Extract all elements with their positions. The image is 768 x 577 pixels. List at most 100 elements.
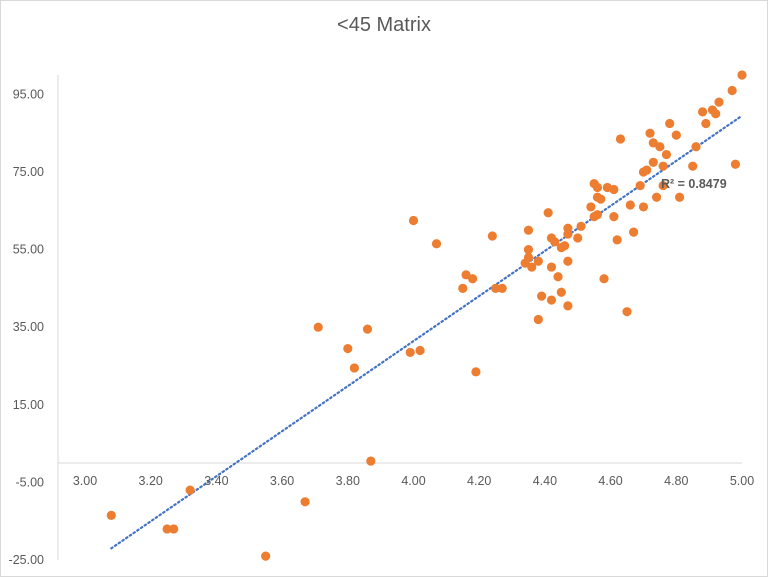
data-point bbox=[491, 283, 501, 293]
data-point bbox=[546, 262, 557, 272]
data-point bbox=[349, 363, 359, 373]
x-tick-label: 4.00 bbox=[401, 474, 425, 488]
data-point bbox=[737, 70, 747, 80]
y-tick-label: -25.00 bbox=[9, 553, 44, 567]
x-tick-label: 4.80 bbox=[664, 474, 688, 488]
trendline bbox=[110, 114, 744, 550]
data-point bbox=[533, 256, 543, 266]
data-point bbox=[300, 497, 310, 507]
data-point bbox=[106, 510, 116, 520]
data-point bbox=[592, 182, 603, 193]
data-point bbox=[162, 524, 172, 534]
labels-layer: -25.00 -5.00 15.00 35.00 55.00 75.00 95.00 3.00… bbox=[9, 87, 755, 567]
x-tick-label: 5.00 bbox=[730, 474, 754, 488]
data-point bbox=[609, 212, 619, 222]
data-point bbox=[563, 229, 573, 239]
data-point bbox=[553, 272, 563, 282]
x-tick-label: 4.60 bbox=[598, 474, 622, 488]
x-tick-label: 4.40 bbox=[533, 474, 557, 488]
data-point bbox=[169, 524, 179, 534]
data-point bbox=[615, 134, 626, 144]
data-point bbox=[563, 301, 573, 311]
data-point bbox=[527, 262, 537, 272]
y-tick-label: -5.00 bbox=[16, 475, 45, 489]
axes-layer bbox=[57, 75, 742, 560]
data-point bbox=[523, 225, 534, 235]
data-point bbox=[497, 283, 507, 293]
data-point bbox=[185, 485, 195, 495]
data-point bbox=[609, 184, 619, 195]
data-point bbox=[523, 245, 534, 255]
data-point bbox=[408, 215, 419, 226]
data-point bbox=[560, 241, 570, 251]
data-point bbox=[313, 322, 323, 332]
data-point bbox=[366, 456, 376, 466]
data-point bbox=[651, 192, 662, 202]
data-point bbox=[415, 345, 425, 356]
x-tick-label: 3.00 bbox=[73, 474, 97, 488]
data-point bbox=[691, 142, 701, 152]
data-point bbox=[487, 231, 497, 241]
x-tick-label: 3.60 bbox=[270, 474, 294, 488]
chart-title: <45 Matrix bbox=[337, 14, 431, 36]
data-point bbox=[727, 85, 737, 96]
data-point bbox=[537, 291, 547, 301]
points-layer bbox=[106, 70, 747, 561]
data-point bbox=[431, 239, 442, 249]
r-squared-label: R² = 0.8479 bbox=[661, 177, 727, 191]
data-point bbox=[661, 149, 672, 160]
data-point bbox=[523, 252, 534, 262]
data-point bbox=[576, 221, 586, 231]
data-point bbox=[261, 551, 271, 561]
y-tick-label: 95.00 bbox=[13, 87, 44, 101]
data-point bbox=[625, 200, 635, 210]
x-tick-label: 3.80 bbox=[336, 474, 360, 488]
x-tick-label: 3.20 bbox=[139, 474, 163, 488]
data-point bbox=[592, 210, 603, 220]
trendline-layer bbox=[110, 114, 744, 550]
data-point bbox=[628, 227, 639, 237]
data-point bbox=[543, 208, 553, 218]
data-point bbox=[599, 274, 609, 284]
y-tick-label: 35.00 bbox=[13, 320, 44, 334]
data-point bbox=[701, 118, 711, 129]
data-point bbox=[468, 274, 478, 284]
data-point bbox=[471, 367, 481, 377]
x-tick-label: 4.20 bbox=[467, 474, 491, 488]
x-tick-label: 3.40 bbox=[204, 474, 228, 488]
data-point bbox=[674, 192, 685, 202]
data-point bbox=[563, 256, 573, 266]
data-point bbox=[362, 324, 373, 334]
data-point bbox=[642, 165, 652, 175]
data-point bbox=[665, 118, 675, 129]
data-point bbox=[533, 314, 543, 325]
data-point bbox=[596, 194, 606, 204]
data-point bbox=[714, 97, 724, 107]
data-point bbox=[573, 233, 583, 243]
data-point bbox=[556, 287, 566, 297]
data-point bbox=[586, 202, 596, 212]
data-point bbox=[648, 157, 658, 167]
data-point bbox=[546, 295, 557, 305]
y-tick-label: 15.00 bbox=[13, 398, 44, 412]
data-point bbox=[730, 159, 741, 169]
data-point bbox=[458, 283, 468, 293]
y-tick-label: 55.00 bbox=[13, 243, 44, 257]
data-point bbox=[688, 161, 698, 171]
data-point bbox=[635, 180, 645, 191]
data-point bbox=[711, 109, 721, 119]
data-point bbox=[671, 130, 681, 140]
data-point bbox=[622, 307, 632, 317]
data-point bbox=[655, 142, 665, 152]
data-point bbox=[645, 128, 655, 138]
y-tick-label: 75.00 bbox=[13, 165, 44, 179]
data-point bbox=[550, 237, 560, 247]
data-point bbox=[658, 161, 668, 171]
data-point bbox=[638, 202, 649, 212]
data-point bbox=[658, 180, 668, 191]
data-point bbox=[343, 343, 353, 354]
data-point bbox=[612, 235, 622, 245]
data-point bbox=[405, 347, 415, 358]
